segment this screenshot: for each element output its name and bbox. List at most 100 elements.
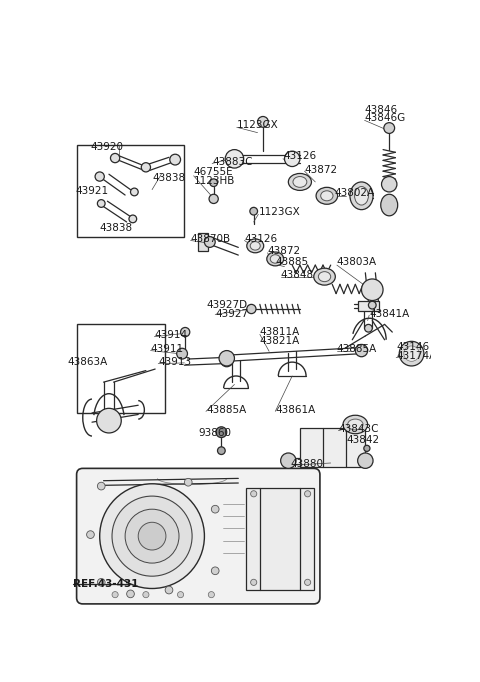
Circle shape [211, 505, 219, 513]
Text: 43846: 43846 [365, 105, 398, 115]
Circle shape [165, 587, 173, 594]
Circle shape [204, 237, 215, 248]
Text: 43838: 43838 [152, 173, 185, 183]
Circle shape [369, 301, 376, 309]
Circle shape [304, 491, 311, 497]
Text: 43927D: 43927D [206, 300, 247, 310]
Circle shape [184, 478, 192, 486]
FancyBboxPatch shape [77, 469, 320, 604]
Text: 43927: 43927 [215, 309, 248, 319]
Ellipse shape [267, 252, 284, 266]
Circle shape [110, 153, 120, 163]
Circle shape [178, 591, 184, 597]
Circle shape [382, 177, 397, 192]
Circle shape [281, 453, 296, 469]
Text: 43821A: 43821A [260, 336, 300, 346]
Ellipse shape [381, 194, 398, 216]
Text: 43863A: 43863A [67, 357, 108, 367]
Text: 43803A: 43803A [337, 257, 377, 267]
Text: 43126: 43126 [283, 151, 316, 161]
Ellipse shape [247, 239, 264, 253]
Circle shape [141, 163, 151, 172]
Text: 43883C: 43883C [212, 157, 252, 166]
Circle shape [404, 346, 419, 361]
Circle shape [251, 579, 257, 585]
Circle shape [250, 207, 258, 215]
Bar [300, 428, 365, 467]
Text: 43913: 43913 [158, 357, 192, 367]
Circle shape [96, 409, 121, 433]
Circle shape [384, 123, 395, 134]
Ellipse shape [288, 173, 312, 190]
Ellipse shape [316, 188, 337, 205]
Circle shape [100, 484, 204, 589]
Circle shape [97, 200, 105, 207]
Text: 43920: 43920 [90, 142, 123, 152]
Circle shape [219, 351, 234, 366]
Text: 43872: 43872 [304, 165, 337, 175]
Circle shape [225, 149, 244, 168]
Circle shape [112, 496, 192, 576]
Text: 43870B: 43870B [191, 233, 231, 243]
Text: 1123GX: 1123GX [237, 120, 278, 130]
Text: 43802A: 43802A [335, 188, 375, 198]
Text: 43811A: 43811A [260, 327, 300, 337]
Circle shape [143, 591, 149, 597]
Ellipse shape [343, 415, 368, 434]
Circle shape [365, 325, 372, 332]
Text: 43872: 43872 [267, 246, 300, 256]
Circle shape [138, 522, 166, 550]
Ellipse shape [350, 182, 373, 209]
Circle shape [97, 482, 105, 490]
Ellipse shape [355, 187, 369, 205]
Text: 43848: 43848 [281, 269, 314, 280]
Text: 43921: 43921 [75, 186, 108, 196]
Circle shape [208, 591, 215, 597]
Text: 43885A: 43885A [337, 344, 377, 354]
Circle shape [361, 279, 383, 301]
Ellipse shape [293, 177, 307, 188]
Circle shape [217, 447, 225, 454]
Bar [246, 488, 314, 590]
Text: 43885: 43885 [275, 257, 308, 267]
Circle shape [125, 509, 179, 563]
Text: 43126: 43126 [244, 233, 277, 243]
Circle shape [177, 349, 188, 359]
Ellipse shape [314, 268, 336, 285]
Circle shape [131, 188, 138, 196]
Circle shape [129, 215, 137, 223]
Circle shape [95, 172, 104, 181]
Text: 43146: 43146 [396, 342, 429, 352]
Circle shape [258, 117, 268, 128]
Text: 43880: 43880 [291, 459, 324, 469]
Circle shape [364, 445, 370, 451]
Text: 43842: 43842 [346, 434, 379, 445]
Circle shape [211, 567, 219, 575]
Ellipse shape [250, 241, 260, 250]
Circle shape [170, 154, 180, 165]
Circle shape [216, 427, 227, 438]
Circle shape [355, 344, 368, 357]
Ellipse shape [318, 271, 331, 282]
Text: 43841A: 43841A [369, 309, 409, 319]
Text: 93860: 93860 [198, 428, 231, 439]
Bar [198, 233, 207, 251]
Text: 43843C: 43843C [338, 424, 379, 434]
Circle shape [358, 453, 373, 469]
Circle shape [304, 579, 311, 585]
Text: 1123GX: 1123GX [258, 207, 300, 218]
Circle shape [180, 327, 190, 337]
Circle shape [97, 578, 105, 587]
Text: 43846G: 43846G [365, 113, 406, 123]
Text: 46755E: 46755E [193, 167, 233, 177]
Circle shape [86, 531, 94, 539]
Text: 43911: 43911 [151, 344, 184, 354]
Circle shape [285, 151, 300, 166]
Ellipse shape [321, 191, 333, 201]
Circle shape [210, 179, 217, 187]
Text: 1123HB: 1123HB [193, 176, 235, 186]
Circle shape [127, 590, 134, 597]
Bar [358, 301, 379, 310]
Circle shape [209, 194, 218, 203]
Circle shape [251, 491, 257, 497]
